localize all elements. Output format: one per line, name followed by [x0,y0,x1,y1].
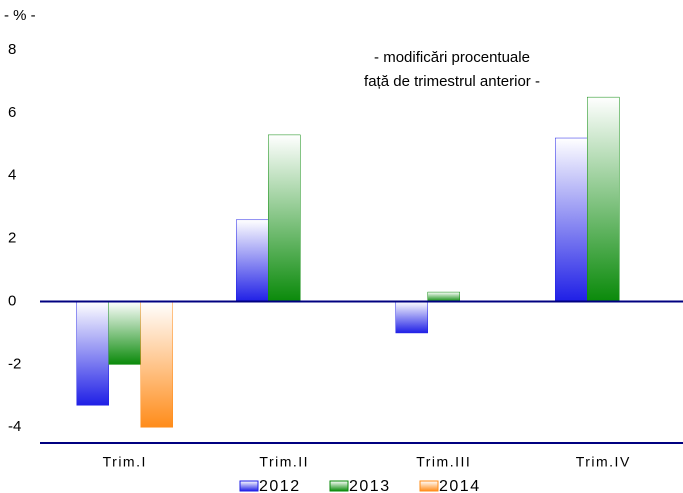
bar [555,137,588,302]
y-tick-label: 2 [8,230,16,247]
y-tick-label: 8 [8,41,16,58]
x-tick-label: Trim.IV [576,454,631,470]
bar [268,134,301,302]
bar [76,301,109,406]
annotation: - modificări procentuale [374,49,530,66]
bar [108,301,141,365]
y-tick-label: 0 [8,292,16,309]
annotation: față de trimestrul anterior - [364,73,540,90]
bar [427,291,460,302]
legend-label: 2014 [439,478,481,493]
legend-swatch [239,480,259,492]
y-tick-label: -4 [8,418,21,435]
bar [587,96,620,302]
x-tick-label: Trim.II [259,454,309,470]
unit-label: - % - [4,7,36,24]
legend-swatch [419,480,439,492]
y-tick-label: -2 [8,355,21,372]
y-tick-label: 4 [8,167,16,184]
bar [236,219,269,302]
y-tick-label: 6 [8,104,16,121]
legend-label: 2012 [259,478,301,493]
bar [395,301,428,334]
x-tick-label: Trim.III [416,454,471,470]
bar [140,301,173,428]
legend-label: 2013 [349,478,391,493]
x-tick-label: Trim.I [103,454,147,470]
legend-swatch [329,480,349,492]
